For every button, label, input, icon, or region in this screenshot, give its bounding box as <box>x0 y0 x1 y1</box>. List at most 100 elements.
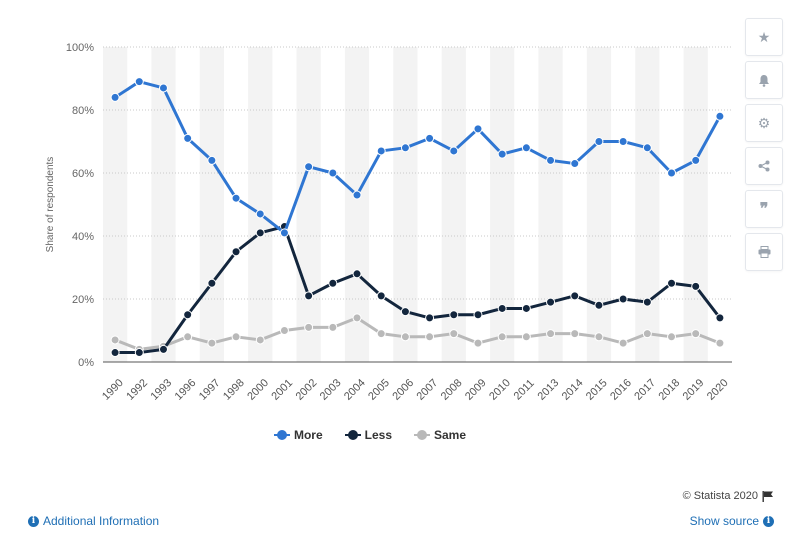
data-point-more <box>328 168 338 178</box>
data-point-more <box>255 209 265 219</box>
data-point-same <box>570 329 580 339</box>
data-point-more <box>691 155 701 165</box>
data-point-more <box>376 146 386 156</box>
column-band <box>635 47 660 362</box>
y-tick-label: 0% <box>78 357 94 369</box>
legend-marker-same <box>414 430 430 440</box>
bell-icon[interactable] <box>745 61 783 99</box>
show-source-label: Show source <box>689 514 759 528</box>
x-tick-label: 1993 <box>148 377 174 403</box>
data-point-more <box>449 146 459 156</box>
additional-information-link[interactable]: i Additional Information <box>28 514 159 528</box>
data-point-more <box>158 83 168 93</box>
gear-icon[interactable]: ⚙ <box>745 104 783 142</box>
x-tick-label: 2002 <box>294 377 320 403</box>
data-point-less <box>691 281 701 291</box>
data-point-same <box>521 332 531 342</box>
legend-item-less[interactable]: Less <box>344 428 392 442</box>
data-point-same <box>642 329 652 339</box>
legend-item-same[interactable]: Same <box>414 428 466 442</box>
data-point-same <box>400 332 410 342</box>
copyright: © Statista 2020 <box>683 490 774 502</box>
data-point-less <box>231 247 241 257</box>
data-point-more <box>207 155 217 165</box>
data-point-same <box>304 322 314 332</box>
data-point-less <box>158 344 168 354</box>
data-point-more <box>183 133 193 143</box>
data-point-same <box>618 338 628 348</box>
data-point-more <box>304 162 314 172</box>
x-tick-label: 2003 <box>318 377 344 403</box>
x-tick-label: 2020 <box>705 377 731 403</box>
x-tick-label: 2017 <box>632 377 658 403</box>
legend-marker-less <box>344 430 361 440</box>
quote-icon[interactable]: ❞ <box>745 190 783 228</box>
x-tick-label: 1997 <box>197 377 223 403</box>
x-tick-label: 2018 <box>656 377 682 403</box>
data-point-more <box>715 111 725 121</box>
data-point-less <box>570 291 580 301</box>
column-band <box>441 47 466 362</box>
x-tick-label: 1998 <box>221 377 247 403</box>
data-point-more <box>352 190 362 200</box>
data-point-less <box>134 348 144 358</box>
column-band <box>248 47 273 362</box>
data-point-more <box>473 124 483 134</box>
column-band <box>344 47 370 362</box>
data-point-same <box>231 332 241 342</box>
share-icon[interactable] <box>745 147 783 185</box>
x-tick-label: 2007 <box>415 377 441 403</box>
data-point-more <box>134 77 144 87</box>
column-band <box>538 47 563 362</box>
column-band <box>490 47 515 362</box>
y-tick-label: 40% <box>72 231 94 243</box>
data-point-less <box>255 228 265 238</box>
legend-item-more[interactable]: More <box>273 428 323 442</box>
info-icon: i <box>763 515 774 527</box>
x-tick-label: 2000 <box>245 377 271 403</box>
data-point-less <box>618 294 628 304</box>
data-point-more <box>570 159 580 169</box>
side-toolbar: ★ ⚙ ❞ <box>745 18 783 271</box>
data-point-same <box>497 332 507 342</box>
data-point-more <box>279 228 289 238</box>
data-point-less <box>304 291 314 301</box>
legend-label-same: Same <box>434 428 467 442</box>
y-axis-label: Share of respondents <box>45 157 56 253</box>
data-point-more <box>521 143 531 153</box>
show-source-link[interactable]: Show source i <box>690 514 774 528</box>
x-tick-label: 1992 <box>124 377 150 403</box>
copyright-text: © Statista 2020 <box>682 490 758 502</box>
data-point-more <box>231 193 241 203</box>
x-tick-label: 2009 <box>463 377 489 403</box>
star-icon[interactable]: ★ <box>745 18 783 56</box>
data-point-same <box>183 332 193 342</box>
x-tick-label: 2015 <box>584 377 610 403</box>
data-point-less <box>110 348 120 358</box>
additional-information-label: Additional Information <box>43 514 160 528</box>
data-point-more <box>110 92 120 102</box>
data-point-less <box>352 269 362 279</box>
x-tick-label: 2010 <box>487 377 513 403</box>
data-point-less <box>667 278 677 288</box>
flag-icon[interactable] <box>762 490 774 502</box>
data-point-same <box>667 332 677 342</box>
print-icon[interactable] <box>745 233 783 271</box>
x-tick-label: 1990 <box>100 377 126 403</box>
data-point-same <box>594 332 604 342</box>
data-point-less <box>594 300 604 310</box>
legend: More Less Same <box>0 428 740 442</box>
data-point-more <box>642 143 652 153</box>
data-point-less <box>715 313 725 323</box>
data-point-same <box>352 313 362 323</box>
y-tick-label: 100% <box>66 42 94 54</box>
x-tick-label: 1996 <box>173 377 199 403</box>
data-point-same <box>425 332 435 342</box>
x-tick-label: 2013 <box>536 377 562 403</box>
data-point-same <box>473 338 483 348</box>
data-point-less <box>642 297 652 307</box>
data-point-more <box>425 133 435 143</box>
legend-marker-more <box>273 430 290 440</box>
data-point-less <box>328 278 338 288</box>
